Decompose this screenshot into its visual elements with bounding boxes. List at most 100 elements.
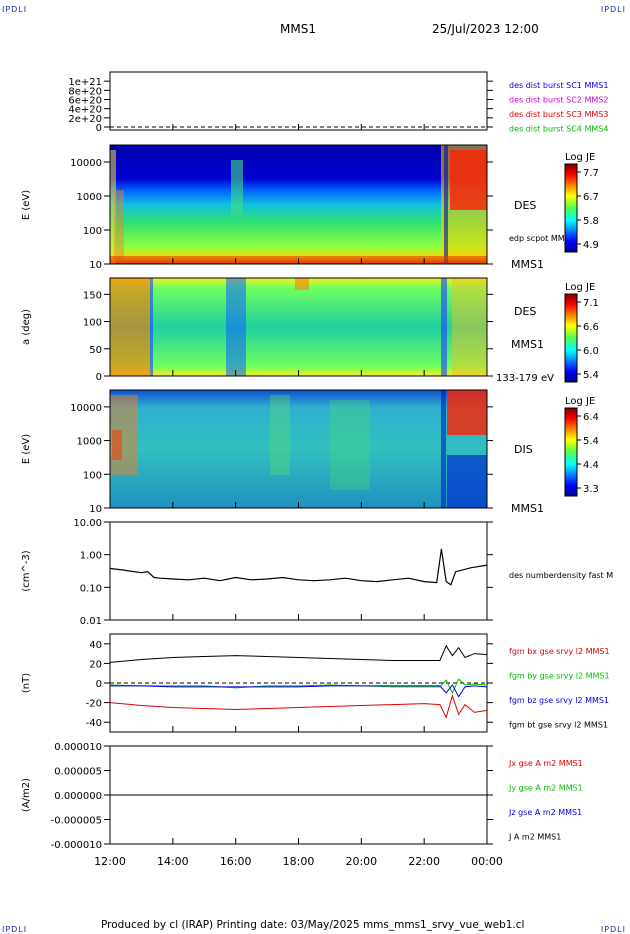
dis-energy-y-tick-label: 10 [89, 504, 102, 515]
magnetic-field-y-tick-label: 40 [89, 640, 102, 651]
des-energy-ylabel: E (eV) [21, 190, 32, 220]
pitch-angle-colorbar-tick-label: 7.1 [583, 298, 599, 309]
burst-y-tick-label: 4e+20 [68, 105, 102, 116]
dis-energy-y-tick-label: 1000 [77, 437, 102, 448]
time-tick-label: 00:00 [471, 855, 503, 868]
pitch-angle-colorbar-gradient [564, 293, 578, 383]
current-density-legend-item: Jz gse A m2 MMS1 [508, 808, 582, 817]
magnetic-field-legend-item: fgm bz gse srvy l2 MMS1 [509, 696, 609, 705]
current-density-y-tick-label: 0.000010 [54, 742, 102, 753]
time-tick-label: 16:00 [220, 855, 252, 868]
burst-legend-item: des dist burst SC2 MMS2 [509, 96, 608, 105]
time-tick-label: 14:00 [157, 855, 189, 868]
des-energy-spacecraft-label: MMS1 [511, 258, 544, 271]
density-panel-frame [109, 521, 488, 621]
dis-energy-colorbar-tick-label: 5.4 [583, 436, 599, 447]
magnetic-field-y-tick-label: 0 [96, 679, 102, 690]
des-energy-y-tick-label: 100 [83, 226, 102, 237]
pitch-angle-colorbar-tick-label: 6.6 [583, 322, 599, 333]
magnetic-field-series-line [110, 684, 488, 698]
des-pitch-angle-panel: 150 100 50 0 a (deg) DES MMS1 133-179 eV Lo… [21, 277, 599, 384]
burst-y-tick-label: 1e+21 [68, 77, 102, 88]
pitch-angle-spacecraft-label: MMS1 [511, 338, 544, 351]
time-tick-label: 22:00 [408, 855, 440, 868]
corner-label-top-left: IPDLI [2, 5, 28, 14]
footer-credits: Produced by cl (IRAP) Printing date: 03/… [101, 919, 525, 931]
current-density-legend-item: Jx gse A m2 MMS1 [508, 759, 583, 768]
time-tick-label: 12:00 [94, 855, 126, 868]
dis-energy-colorbar-gradient [564, 407, 578, 497]
des-energy-colorbar-gradient [564, 163, 578, 253]
density-y-tick-label: 1.00 [80, 551, 102, 562]
pitch-angle-colorbar-tick-label: 6.0 [583, 346, 599, 357]
burst-panel-frame [109, 71, 488, 131]
density-ylabel: (cm^-3) [21, 550, 32, 591]
current-density-y-tick-label: -0.000005 [51, 816, 102, 827]
density-y-tick-label: 0.01 [80, 616, 102, 627]
magnetic-field-y-tick-label: -20 [86, 699, 102, 710]
magnetic-field-legend-item: fgm bx gse srvy l2 MMS1 [509, 647, 610, 656]
time-tick-label: 18:00 [283, 855, 315, 868]
magnetic-field-series-line [109, 694, 488, 719]
corner-label-bottom-left: IPDLI [2, 925, 28, 934]
pitch-angle-instrument-label: DES [514, 305, 536, 318]
pitch-angle-y-tick-label: 0 [96, 372, 102, 383]
burst-legend-item: des dist burst SC4 MMS4 [509, 125, 608, 134]
dis-energy-spectrogram-image [110, 390, 487, 508]
des-energy-instrument-label: DES [514, 199, 536, 212]
dis-energy-colorbar-tick-label: 3.3 [583, 484, 599, 495]
time-axis: 12:00 14:00 16:00 18:00 20:00 22:00 00:00 [94, 124, 503, 868]
corner-label-bottom-right: IPDLI [600, 925, 626, 934]
density-y-tick-label: 0.10 [80, 583, 102, 594]
dis-energy-y-tick-label: 10000 [70, 403, 102, 414]
dis-energy-y-tick-label: 100 [83, 470, 102, 481]
magnetic-field-panel-frame [109, 633, 488, 733]
magnetic-field-series-line [109, 644, 488, 663]
dis-energy-colorbar-tick-label: 6.4 [583, 412, 599, 423]
burst-legend-item: des dist burst SC1 MMS1 [509, 81, 608, 90]
des-energy-colorbar-tick-label: 7.7 [583, 168, 599, 179]
des-energy-y-tick-label: 10000 [70, 158, 102, 169]
current-density-y-tick-label: 0.000000 [54, 791, 102, 802]
des-pitch-angle-image [110, 278, 487, 376]
density-y-tick-label: 10.00 [73, 518, 102, 529]
pitch-angle-colorbar-title: Log JE [565, 282, 595, 293]
burst-y-tick-label: 0 [96, 123, 102, 134]
density-series-line [109, 548, 488, 586]
pitch-angle-ylabel: a (deg) [21, 309, 32, 345]
des-energy-panel: 10000 1000 100 10 E (eV) DES edp scpot MMS1… [21, 144, 599, 271]
dis-energy-ylabel: E (eV) [21, 434, 32, 464]
dis-energy-spacecraft-label: MMS1 [511, 502, 544, 515]
pitch-angle-y-tick-label: 50 [89, 345, 102, 356]
density-panel: 10.00 1.00 0.10 0.01 (cm^-3) des numberdens… [21, 518, 613, 627]
magnetic-field-y-tick-label: -40 [86, 718, 102, 729]
magnetic-field-panel: 40 20 0 -20 -40 (nT) fgm bx gse srvy l2 MMS1… [21, 633, 610, 733]
dis-energy-panel: 10000 1000 100 10 E (eV) DIS MMS1 Log JE 6.4… [21, 389, 599, 515]
pitch-angle-colorbar-tick-label: 5.4 [583, 370, 599, 381]
des-energy-colorbar-title: Log JE [565, 152, 595, 163]
burst-legend-item: des dist burst SC3 MMS3 [509, 110, 608, 119]
burst-y-tick-label: 8e+20 [68, 86, 102, 97]
magnetic-field-legend-item: fgm bt gse srvy l2 MMS1 [509, 721, 608, 730]
des-energy-colorbar-tick-label: 6.7 [583, 192, 599, 203]
current-density-y-tick-label: -0.000010 [51, 840, 102, 851]
magnetic-field-ylabel: (nT) [21, 673, 32, 693]
current-density-legend-item: Jy gse A m2 MMS1 [508, 784, 583, 793]
pitch-angle-y-tick-label: 100 [83, 318, 102, 329]
burst-y-tick-label: 2e+20 [68, 114, 102, 125]
dis-energy-colorbar-title: Log JE [565, 396, 595, 407]
des-energy-spectrogram-image [110, 145, 487, 264]
pitch-angle-energy-range: 133-179 eV [496, 373, 554, 384]
time-tick-label: 20:00 [345, 855, 377, 868]
current-density-y-tick-label: 0.000005 [54, 767, 102, 778]
current-density-legend-item: J A m2 MMS1 [508, 833, 561, 842]
date-time-title: 25/Jul/2023 12:00 [432, 22, 539, 36]
des-energy-y-tick-label: 10 [89, 260, 102, 271]
burst-y-tick-label: 6e+20 [68, 96, 102, 107]
dis-energy-instrument-label: DIS [514, 443, 533, 456]
spacecraft-title: MMS1 [280, 22, 316, 36]
pitch-angle-y-tick-label: 150 [83, 290, 102, 301]
magnetic-field-y-tick-label: 20 [89, 659, 102, 670]
